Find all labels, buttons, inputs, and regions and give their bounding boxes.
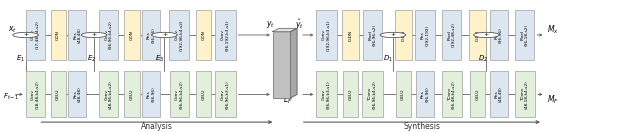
Text: GELU: GELU [349,89,353,100]
Text: $D_1$: $D_1$ [383,54,394,65]
FancyBboxPatch shape [142,71,160,117]
Text: +: + [23,32,28,37]
Circle shape [152,32,177,38]
FancyBboxPatch shape [416,71,434,117]
Circle shape [380,32,406,38]
Text: Analysis: Analysis [141,122,173,131]
FancyBboxPatch shape [169,10,189,60]
FancyBboxPatch shape [490,71,508,117]
FancyBboxPatch shape [442,10,461,60]
Circle shape [81,32,107,38]
Text: TConv
(48,18,k4,s2): TConv (48,18,k4,s2) [520,80,529,109]
FancyBboxPatch shape [362,71,383,117]
Text: Pixel
(192,48,s2): Pixel (192,48,s2) [447,23,456,47]
FancyBboxPatch shape [363,10,382,60]
Text: Synthesis: Synthesis [404,122,441,131]
Text: $F_{t-1}$: $F_{t-1}$ [3,92,19,102]
Text: GELU: GELU [401,89,405,100]
FancyBboxPatch shape [469,10,486,60]
Text: Conv
(192,96,k3,s1): Conv (192,96,k3,s1) [322,19,331,51]
FancyBboxPatch shape [124,71,140,117]
FancyBboxPatch shape [26,71,45,117]
FancyBboxPatch shape [395,10,412,60]
Polygon shape [273,28,297,32]
Text: Pixel
(96,18,s2): Pixel (96,18,s2) [520,24,529,46]
Text: Conv
(96,96,k3,s1): Conv (96,96,k3,s1) [322,80,331,109]
Text: IGDN: IGDN [349,29,353,41]
FancyBboxPatch shape [26,10,45,60]
Text: $E_2$: $E_2$ [87,54,96,65]
Text: Conv
(96,96,k4,s2): Conv (96,96,k4,s2) [104,21,113,49]
Text: Res
(48,48): Res (48,48) [73,86,82,102]
Text: +: + [484,32,489,37]
Circle shape [13,32,38,38]
FancyBboxPatch shape [68,71,86,117]
FancyBboxPatch shape [515,10,534,60]
Circle shape [474,32,499,38]
Text: Res
(96,96): Res (96,96) [147,27,156,43]
FancyBboxPatch shape [316,10,337,60]
FancyBboxPatch shape [99,71,118,117]
Text: Res
(192,192): Res (192,192) [420,24,429,46]
Text: Pixel
(96,96,s2): Pixel (96,96,s2) [368,24,377,46]
FancyBboxPatch shape [215,10,236,60]
Text: Conv
(96,96,k4,s2): Conv (96,96,k4,s2) [175,80,184,109]
Text: Res
(48,48): Res (48,48) [73,27,82,43]
Text: +: + [162,32,167,37]
FancyBboxPatch shape [273,32,291,98]
Text: GELU: GELU [56,89,60,100]
Text: $L_F$: $L_F$ [284,93,292,106]
FancyBboxPatch shape [51,10,66,60]
Text: Conv
(48,96,k4,s2): Conv (48,96,k4,s2) [104,80,113,109]
FancyBboxPatch shape [215,71,236,117]
Text: $M_x$: $M_x$ [547,23,558,36]
Text: +: + [390,32,396,37]
Text: +: + [92,32,97,37]
FancyBboxPatch shape [170,71,189,117]
FancyBboxPatch shape [68,10,86,60]
Text: $y_t$: $y_t$ [266,19,275,30]
FancyBboxPatch shape [490,10,508,60]
Text: IGDN: IGDN [476,29,479,41]
FancyBboxPatch shape [196,71,211,117]
Text: GELU: GELU [130,89,134,100]
Text: Res
(96,96): Res (96,96) [147,86,156,102]
FancyBboxPatch shape [124,10,140,60]
Text: $x_t$: $x_t$ [8,24,17,35]
Text: $D_2$: $D_2$ [478,54,488,65]
Text: $M_F$: $M_F$ [547,93,558,106]
Polygon shape [291,28,297,98]
FancyBboxPatch shape [442,71,462,117]
Text: $E_3$: $E_3$ [156,54,164,65]
Text: Conv
(96,192,k3,s1): Conv (96,192,k3,s1) [221,19,230,51]
Text: Res
(48,48): Res (48,48) [494,86,503,102]
Text: Conv
(18,48,k4,s2): Conv (18,48,k4,s2) [31,80,40,109]
FancyBboxPatch shape [99,10,118,60]
FancyBboxPatch shape [396,71,411,117]
Text: GELU: GELU [202,89,205,100]
Text: Conv
(17,48,k4,s2): Conv (17,48,k4,s2) [31,21,40,49]
FancyBboxPatch shape [470,71,485,117]
FancyBboxPatch shape [343,71,358,117]
FancyBboxPatch shape [316,71,337,117]
Text: Conv
(96,96,k3,s1): Conv (96,96,k3,s1) [221,80,230,109]
Text: GDN: GDN [202,30,205,40]
FancyBboxPatch shape [515,71,535,117]
FancyBboxPatch shape [196,10,211,60]
FancyBboxPatch shape [142,10,160,60]
Text: GELU: GELU [476,89,479,100]
Text: GDN: GDN [130,30,134,40]
Text: $\hat{y}_t$: $\hat{y}_t$ [295,17,304,32]
Text: Conv
(192,96,k4,s2): Conv (192,96,k4,s2) [175,19,184,51]
FancyBboxPatch shape [342,10,359,60]
Text: Res
(96,96): Res (96,96) [494,27,503,43]
FancyBboxPatch shape [51,71,66,117]
Text: IGDN: IGDN [401,29,405,41]
Text: $E_1$: $E_1$ [16,54,25,65]
FancyBboxPatch shape [415,10,435,60]
Text: TConv
(96,48,k4,s2): TConv (96,48,k4,s2) [447,80,456,109]
Text: GDN: GDN [56,30,60,40]
Text: TConv
(96,96,k4,s2): TConv (96,96,k4,s2) [368,80,377,109]
Text: Res
(96,96): Res (96,96) [420,86,429,102]
